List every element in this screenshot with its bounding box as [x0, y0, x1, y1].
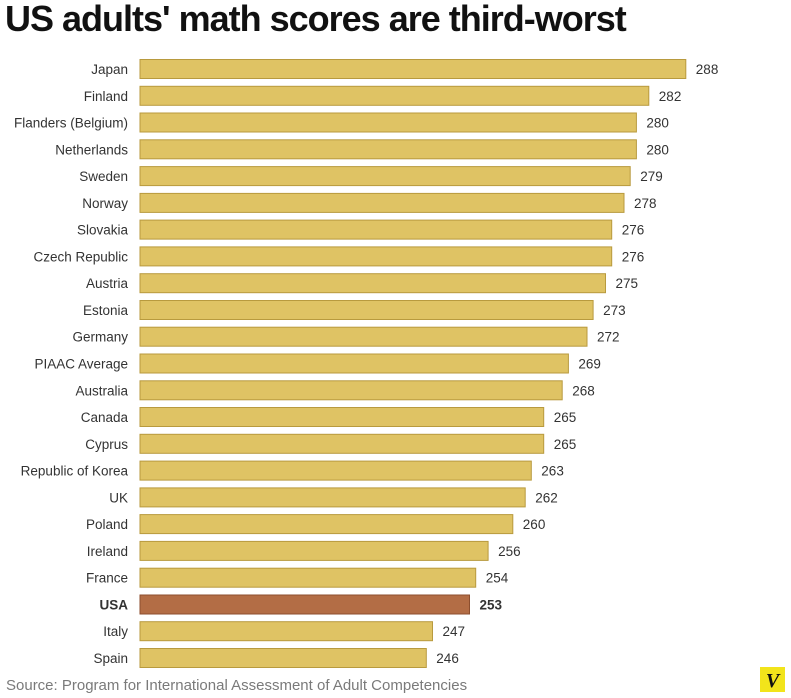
- value-label-norway: 278: [634, 196, 657, 211]
- value-label-sweden: 279: [640, 169, 663, 184]
- bar-finland: [139, 85, 650, 106]
- bar-france: [139, 567, 477, 588]
- chart-title: US adults' math scores are third-worst: [5, 0, 627, 39]
- value-label-usa: 253: [480, 598, 503, 613]
- value-label-poland: 260: [523, 517, 546, 532]
- value-label-cyprus: 265: [554, 437, 577, 452]
- category-label-slovakia: Slovakia: [77, 223, 129, 238]
- category-label-czech-republic: Czech Republic: [33, 249, 128, 264]
- value-label-slovakia: 276: [622, 223, 645, 238]
- category-label-france: France: [86, 571, 128, 586]
- value-label-japan: 288: [696, 62, 719, 77]
- category-label-sweden: Sweden: [79, 169, 128, 184]
- category-label-canada: Canada: [81, 410, 129, 425]
- category-label-uk: UK: [109, 490, 128, 505]
- bar-slovakia: [139, 219, 613, 240]
- value-label-france: 254: [486, 571, 509, 586]
- category-label-italy: Italy: [103, 624, 128, 639]
- value-label-piaac-average: 269: [578, 357, 601, 372]
- category-label-piaac-average: PIAAC Average: [34, 357, 128, 372]
- value-label-netherlands: 280: [646, 142, 669, 157]
- value-label-italy: 247: [443, 624, 466, 639]
- value-label-estonia: 273: [603, 303, 626, 318]
- source-note: Source: Program for International Assess…: [6, 677, 468, 694]
- category-label-finland: Finland: [84, 89, 128, 104]
- category-label-norway: Norway: [82, 196, 128, 211]
- bar-sweden: [139, 166, 631, 187]
- vox-logo-icon: V: [760, 667, 785, 692]
- bar-piaac-average: [139, 353, 569, 374]
- category-label-germany: Germany: [72, 330, 128, 345]
- category-label-republic-of-korea: Republic of Korea: [21, 464, 129, 479]
- category-label-cyprus: Cyprus: [85, 437, 128, 452]
- value-label-czech-republic: 276: [622, 249, 645, 264]
- bar-italy: [139, 621, 433, 642]
- value-label-spain: 246: [436, 651, 459, 666]
- bar-germany: [139, 326, 588, 347]
- bar-spain: [139, 648, 427, 668]
- category-label-japan: Japan: [91, 62, 128, 77]
- bar-norway: [139, 192, 625, 213]
- bar-australia: [139, 380, 563, 401]
- value-label-uk: 262: [535, 490, 558, 505]
- value-label-germany: 272: [597, 330, 620, 345]
- bar-uk: [139, 487, 526, 508]
- bar-poland: [139, 514, 514, 535]
- value-label-republic-of-korea: 263: [541, 464, 564, 479]
- bar-republic-of-korea: [139, 460, 532, 481]
- bar-cyprus: [139, 433, 545, 454]
- category-label-flanders-belgium: Flanders (Belgium): [14, 116, 128, 131]
- value-label-canada: 265: [554, 410, 577, 425]
- category-label-austria: Austria: [86, 276, 129, 291]
- category-label-ireland: Ireland: [87, 544, 128, 559]
- category-label-usa: USA: [99, 598, 128, 613]
- category-label-spain: Spain: [93, 651, 128, 666]
- value-label-finland: 282: [659, 89, 682, 104]
- bar-estonia: [139, 300, 594, 320]
- category-label-australia: Australia: [75, 383, 128, 398]
- value-label-australia: 268: [572, 383, 595, 398]
- bar-netherlands: [139, 139, 637, 160]
- logo-text: V: [766, 670, 781, 692]
- value-label-austria: 275: [616, 276, 639, 291]
- bar-ireland: [139, 540, 489, 561]
- category-label-poland: Poland: [86, 517, 128, 532]
- category-label-estonia: Estonia: [83, 303, 129, 318]
- value-label-ireland: 256: [498, 544, 521, 559]
- category-label-netherlands: Netherlands: [55, 142, 128, 157]
- value-label-flanders-belgium: 280: [646, 116, 669, 131]
- bar-canada: [139, 407, 545, 427]
- bar-flanders-belgium: [139, 112, 637, 133]
- bar-austria: [139, 273, 606, 294]
- bar-japan: [139, 59, 687, 79]
- bar-usa: [139, 594, 470, 615]
- bar-czech-republic: [139, 246, 613, 267]
